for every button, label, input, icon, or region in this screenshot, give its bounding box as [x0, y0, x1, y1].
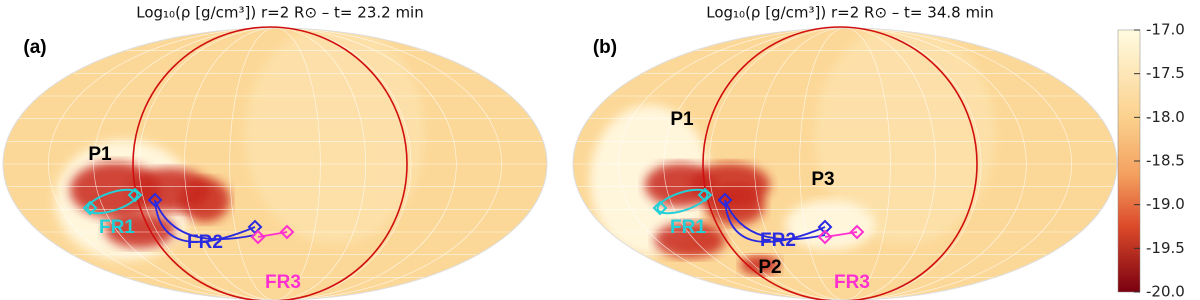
colorbar-tick-label: -20.0: [1146, 283, 1185, 300]
colorbar-tick-label: -18.0: [1146, 108, 1185, 126]
limb-circle: [702, 26, 978, 300]
rope-footpoint: [849, 224, 865, 240]
map-panel: [573, 28, 1117, 300]
rope-footpoint: [697, 187, 713, 203]
dense-region: [180, 178, 230, 222]
rope-footpoint: [717, 192, 733, 208]
colorbar-tick-label: -17.5: [1146, 64, 1185, 82]
flux-rope: [86, 188, 139, 215]
panel-label: (a): [23, 37, 46, 58]
colorbar-tick-label: -19.0: [1146, 195, 1185, 213]
flux-rope: [724, 199, 826, 243]
rope-footpoint: [652, 200, 668, 216]
rope-footpoint: [279, 224, 295, 240]
light-band: [245, 28, 425, 244]
flux-rope: [154, 199, 256, 243]
flux-rope: [656, 188, 709, 215]
annotation: FR1: [670, 217, 706, 238]
rope-footpoint: [147, 192, 163, 208]
annotation: FR2: [760, 230, 796, 251]
rope-footpoint: [247, 219, 263, 235]
rope-footpoint: [817, 229, 833, 245]
dense-region: [655, 222, 725, 258]
panel-title: Log₁₀(ρ [g/cm³]) r=2 R⊙ – t= 23.2 min: [136, 4, 423, 22]
annotation: FR3: [265, 272, 301, 293]
annotation: FR3: [834, 272, 870, 293]
dense-region: [105, 212, 175, 248]
annotation: P1: [88, 144, 112, 165]
colorbar-tick-label: -19.5: [1146, 239, 1185, 257]
map-outline: [2, 27, 548, 300]
colorbar-tick-label: -17.0: [1146, 21, 1185, 39]
panel-label: (b): [593, 37, 617, 58]
limb-circle: [132, 26, 408, 300]
annotation: FR1: [99, 217, 135, 238]
annotation: P3: [811, 169, 834, 190]
annotation: P2: [758, 257, 781, 278]
colorbar-tick-label: -18.5: [1146, 152, 1185, 170]
rope-footpoint: [250, 229, 266, 245]
rope-footpoint: [82, 200, 98, 216]
map-outline: [572, 27, 1118, 300]
panel-title: Log₁₀(ρ [g/cm³]) r=2 R⊙ – t= 34.8 min: [706, 4, 993, 22]
dense-region: [705, 185, 765, 225]
rope-footpoint: [817, 219, 833, 235]
rope-footpoint: [127, 187, 143, 203]
annotation: P1: [670, 109, 694, 130]
map-panel: [3, 28, 547, 300]
light-band: [815, 28, 995, 244]
annotation: FR2: [187, 232, 223, 253]
dense-region: [740, 255, 780, 275]
